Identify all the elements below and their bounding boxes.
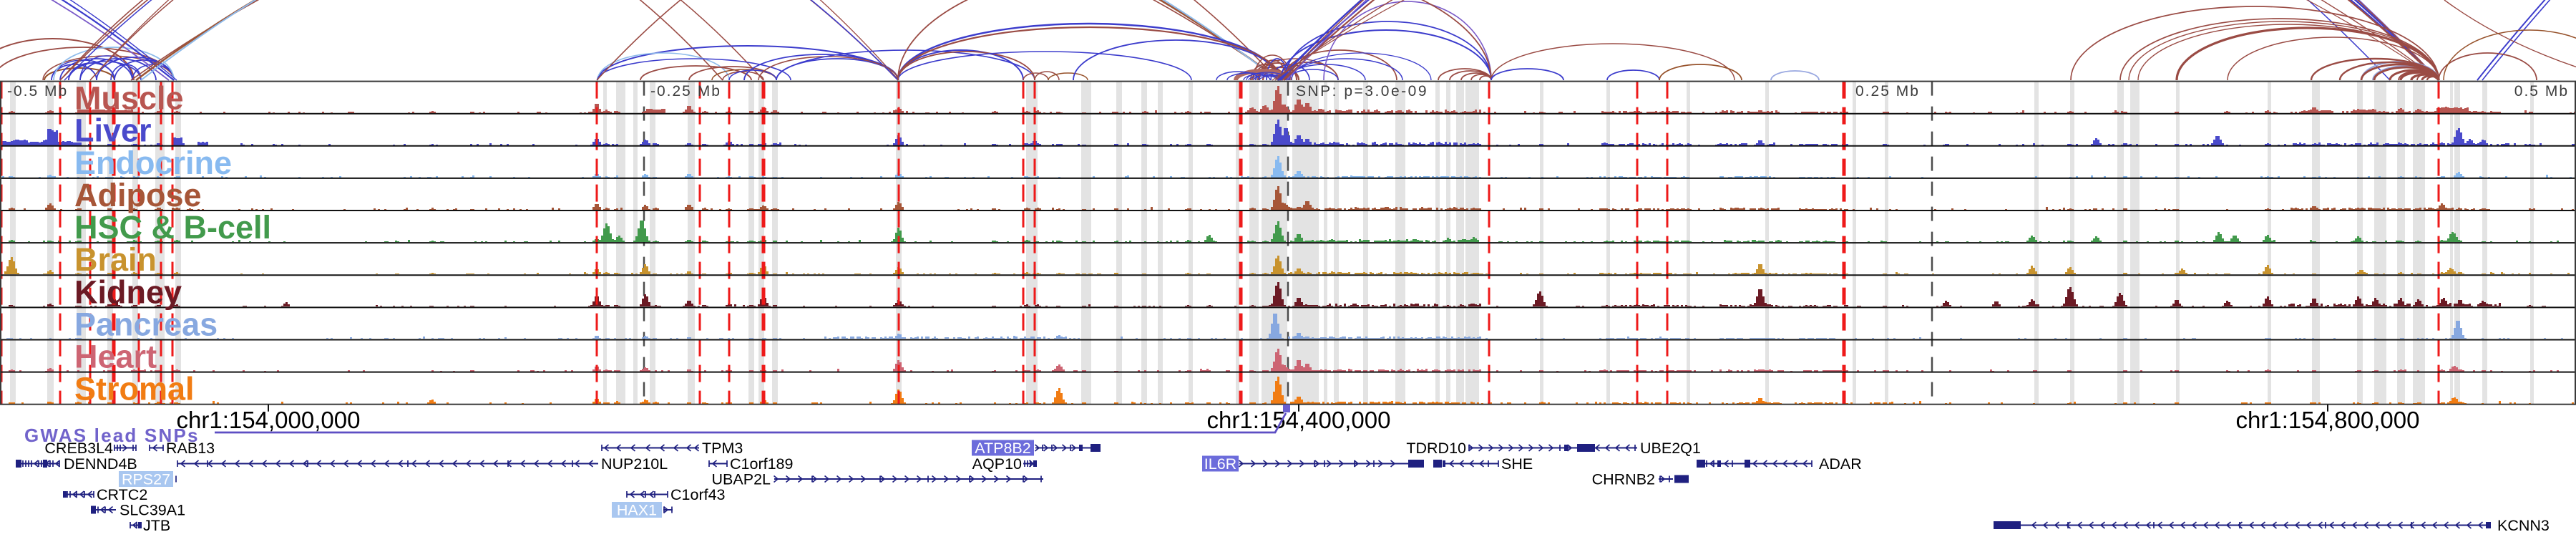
svg-text:Heart: Heart bbox=[74, 339, 157, 375]
svg-text:ADAR: ADAR bbox=[1819, 455, 1862, 473]
svg-text:0.5 Mb: 0.5 Mb bbox=[2514, 83, 2569, 100]
svg-text:JTB: JTB bbox=[143, 517, 170, 534]
svg-text:TPM3: TPM3 bbox=[702, 440, 743, 457]
svg-text:KCNN3: KCNN3 bbox=[2497, 517, 2550, 534]
svg-text:Muscle: Muscle bbox=[74, 80, 184, 117]
svg-text:TDRD10: TDRD10 bbox=[1406, 440, 1466, 457]
svg-text:chr1:154,800,000: chr1:154,800,000 bbox=[2236, 407, 2420, 433]
svg-text:Kidney: Kidney bbox=[74, 274, 182, 310]
svg-text:CHRNB2: CHRNB2 bbox=[1592, 471, 1655, 488]
svg-text:Brain: Brain bbox=[74, 241, 157, 278]
svg-text:NUP210L: NUP210L bbox=[601, 455, 668, 473]
svg-text:-0.25 Mb: -0.25 Mb bbox=[650, 83, 721, 100]
svg-text:CREB3L4: CREB3L4 bbox=[44, 440, 113, 457]
svg-text:-0.5 Mb: -0.5 Mb bbox=[7, 83, 68, 100]
svg-text:chr1:154,000,000: chr1:154,000,000 bbox=[177, 407, 361, 433]
svg-text:Adipose: Adipose bbox=[74, 177, 202, 213]
svg-text:GWAS lead SNPs: GWAS lead SNPs bbox=[24, 425, 200, 446]
svg-text:UBE2Q1: UBE2Q1 bbox=[1640, 440, 1701, 457]
svg-text:DENND4B: DENND4B bbox=[64, 455, 137, 473]
svg-text:SNP: p=3.0e-09: SNP: p=3.0e-09 bbox=[1296, 83, 1428, 100]
svg-text:UBAP2L: UBAP2L bbox=[712, 471, 771, 488]
svg-text:SLC39A1: SLC39A1 bbox=[119, 502, 185, 519]
svg-text:C1orf189: C1orf189 bbox=[730, 455, 793, 473]
svg-text:Endocrine: Endocrine bbox=[74, 145, 232, 181]
svg-text:0.25 Mb: 0.25 Mb bbox=[1855, 83, 1920, 100]
svg-text:CRTC2: CRTC2 bbox=[97, 486, 147, 503]
svg-text:ATP8B2: ATP8B2 bbox=[975, 440, 1030, 457]
svg-text:HSC & B-cell: HSC & B-cell bbox=[74, 209, 271, 246]
svg-text:Pancreas: Pancreas bbox=[74, 306, 218, 342]
svg-text:C1orf43: C1orf43 bbox=[670, 486, 726, 503]
svg-text:RAB13: RAB13 bbox=[166, 440, 215, 457]
svg-text:chr1:154,400,000: chr1:154,400,000 bbox=[1207, 407, 1391, 433]
svg-text:Liver: Liver bbox=[74, 112, 152, 149]
svg-text:IL6R: IL6R bbox=[1204, 455, 1236, 473]
svg-text:HAX1: HAX1 bbox=[617, 502, 657, 519]
svg-text:Stromal: Stromal bbox=[74, 371, 195, 407]
svg-text:AQP10: AQP10 bbox=[972, 455, 1022, 473]
svg-text:RPS27: RPS27 bbox=[122, 471, 170, 488]
svg-text:SHE: SHE bbox=[1501, 455, 1533, 473]
